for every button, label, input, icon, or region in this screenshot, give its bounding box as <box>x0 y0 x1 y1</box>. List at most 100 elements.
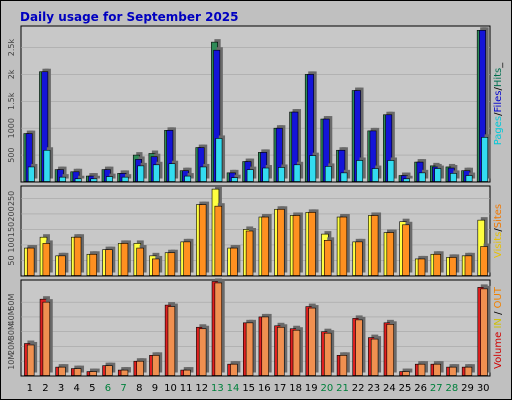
x-tick-label-6: 6 <box>105 383 111 394</box>
x-tick-label-20: 20 <box>320 383 333 394</box>
bar-hits-pages-23 <box>371 165 382 182</box>
bar-hits-pages-5 <box>90 175 100 182</box>
legend-suffix: _ <box>493 62 504 69</box>
x-tick-label-26: 26 <box>414 383 427 394</box>
x-tick-label-7: 7 <box>120 383 126 394</box>
bar-visits-sites-26 <box>417 255 428 276</box>
bar-visits-sites-15 <box>245 228 256 276</box>
x-tick-label-23: 23 <box>367 383 380 394</box>
bar-hits-pages-11 <box>184 173 194 182</box>
bar-visits-sites-9 <box>152 255 163 276</box>
bar-visits-sites-22 <box>355 238 366 276</box>
bar-visits-sites-2 <box>42 240 53 276</box>
bar-volume-out-14 <box>230 361 241 376</box>
x-tick-label-9: 9 <box>152 383 158 394</box>
bar-hits-pages-4 <box>74 175 85 182</box>
legend-entry-in: IN <box>493 318 504 328</box>
bar-hits-pages-10 <box>168 160 179 182</box>
bar-hits-pages-1 <box>27 163 38 182</box>
y-tick-label-volume-3: 40M <box>7 308 16 325</box>
bar-visits-sites-19 <box>308 209 319 276</box>
bar-hits-pages-8 <box>137 162 147 182</box>
legend-entry-visits: Visits <box>493 232 504 259</box>
bar-hits-pages-27 <box>434 165 444 182</box>
x-tick-label-2: 2 <box>42 383 48 394</box>
bar-volume-out-4 <box>73 365 85 376</box>
bar-hits-pages-7 <box>121 174 132 182</box>
legend-entry-pages: Pages <box>493 116 504 145</box>
bar-hits-pages-22 <box>356 157 366 182</box>
bar-hits-pages-21 <box>340 169 351 182</box>
bar-visits-sites-11 <box>183 238 194 276</box>
x-tick-label-1: 1 <box>27 383 33 394</box>
x-tick-label-29: 29 <box>461 383 474 394</box>
bar-visits-sites-7 <box>120 240 131 276</box>
bar-volume-out-21 <box>339 352 350 376</box>
y-tick-label-hits-1: 1000 <box>7 118 16 138</box>
bar-visits-sites-21 <box>339 214 350 276</box>
bar-volume-out-20 <box>323 330 335 376</box>
bar-volume-out-12 <box>198 325 210 376</box>
x-tick-label-24: 24 <box>383 383 396 394</box>
bar-visits-sites-13 <box>214 203 225 276</box>
bar-visits-sites-27 <box>433 251 444 276</box>
bar-visits-sites-12 <box>198 201 210 276</box>
y-tick-label-visits-3: 200 <box>7 206 16 221</box>
legend-entry-out: OUT <box>493 286 504 308</box>
bar-hits-pages-18 <box>293 161 304 182</box>
bar-visits-sites-18 <box>292 212 303 276</box>
bar-volume-out-18 <box>292 327 303 376</box>
x-tick-label-8: 8 <box>136 383 142 394</box>
bar-volume-out-24 <box>386 321 397 376</box>
x-tick-label-5: 5 <box>89 383 95 394</box>
bar-volume-out-1 <box>26 341 38 376</box>
bar-visits-sites-30 <box>480 243 491 276</box>
bar-hits-pages-19 <box>309 152 319 182</box>
x-tick-label-27: 27 <box>430 383 443 394</box>
x-tick-label-3: 3 <box>58 383 64 394</box>
bar-volume-out-28 <box>449 364 460 376</box>
bar-hits-pages-25 <box>403 175 413 182</box>
x-tick-label-16: 16 <box>258 383 271 394</box>
legend-separator: / <box>493 228 504 232</box>
x-tick-label-15: 15 <box>242 383 255 394</box>
x-tick-label-28: 28 <box>446 383 459 394</box>
legend-volume: Volume IN / OUT <box>493 286 504 369</box>
bar-hits-pages-17 <box>278 164 288 182</box>
x-tick-label-10: 10 <box>164 383 177 394</box>
y-tick-label-volume-4: 50M <box>7 294 16 311</box>
y-tick-label-hits-3: 2k <box>7 69 16 79</box>
x-tick-label-13: 13 <box>211 383 224 394</box>
bar-volume-out-11 <box>183 367 194 376</box>
bar-hits-pages-14 <box>231 174 241 182</box>
x-tick-label-21: 21 <box>336 383 349 394</box>
y-tick-label-hits-2: 1.5k <box>7 92 16 110</box>
bar-visits-sites-3 <box>58 252 69 276</box>
y-tick-label-hits-4: 2.5k <box>7 38 16 56</box>
x-tick-label-4: 4 <box>74 383 80 394</box>
bar-visits-sites-24 <box>386 229 397 276</box>
bar-visits-sites-14 <box>230 245 241 276</box>
y-tick-label-volume-0: 10M <box>7 353 16 370</box>
bar-hits-pages-26 <box>418 169 429 182</box>
bar-volume-out-15 <box>245 319 256 376</box>
legend-separator: / <box>493 112 504 116</box>
bar-hits-pages-16 <box>262 165 272 182</box>
legend-entry-files: Files <box>493 91 504 113</box>
legend-entry-hits: Hits <box>493 68 504 87</box>
x-tick-label-17: 17 <box>274 383 287 394</box>
bar-volume-out-16 <box>261 313 272 376</box>
bar-volume-out-7 <box>120 367 131 376</box>
chart-title: Daily usage for September 2025 <box>20 10 239 24</box>
legend-hits: Pages/Files/Hits_ <box>493 62 504 146</box>
bar-visits-sites-25 <box>402 221 413 276</box>
bar-hits-pages-13 <box>215 135 226 182</box>
bar-visits-sites-23 <box>370 212 382 276</box>
bar-volume-out-5 <box>89 368 100 376</box>
bar-visits-sites-28 <box>449 254 460 276</box>
bar-hits-pages-20 <box>324 163 335 182</box>
bar-hits-pages-9 <box>152 161 163 182</box>
y-tick-label-visits-1: 100 <box>7 237 16 252</box>
y-tick-label-hits-0: 500 <box>7 147 16 162</box>
bar-visits-sites-29 <box>464 252 475 276</box>
